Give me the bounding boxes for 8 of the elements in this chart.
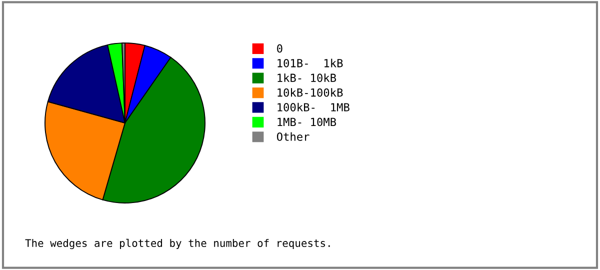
legend-label: 1MB- 10MB bbox=[278, 118, 336, 126]
legend-label: Other bbox=[276, 132, 310, 141]
text: The wedges are plotted by the number of requests. bbox=[25, 238, 330, 250]
legend-label: 100kB- 1MB bbox=[278, 102, 350, 112]
legend-label: 10kB-100kB bbox=[278, 88, 343, 97]
legend-label: 1kB- 10kB bbox=[278, 73, 336, 82]
legend-label: 101B- 1kB bbox=[278, 58, 343, 68]
legend-label: 0 bbox=[277, 44, 282, 53]
